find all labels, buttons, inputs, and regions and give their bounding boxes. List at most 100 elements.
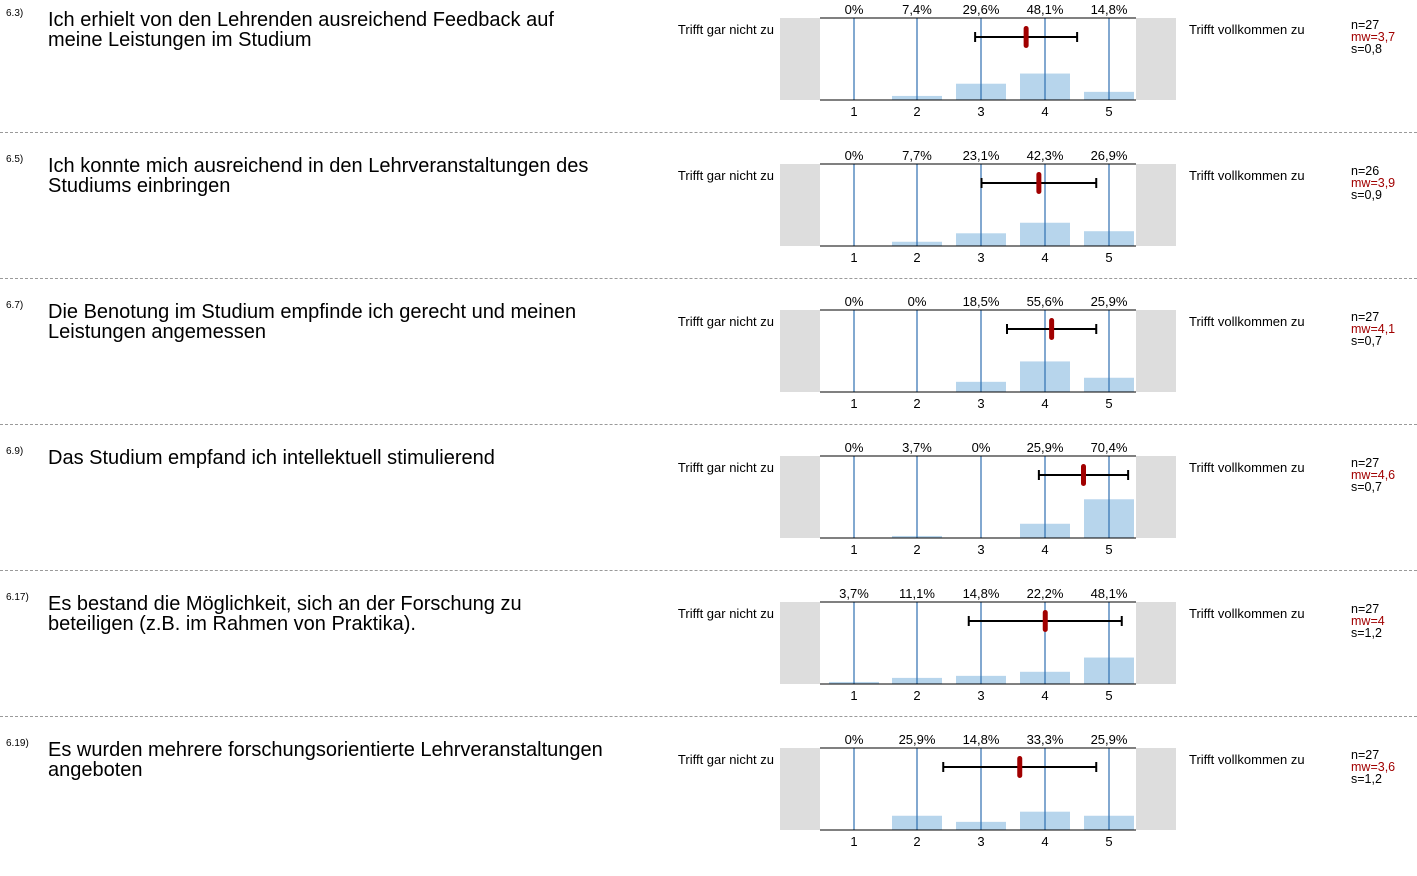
- stat-sd: s=0,7: [1351, 480, 1382, 494]
- question-text: Das Studium empfand ich intellektuell st…: [48, 447, 495, 469]
- percent-label: 3,7%: [839, 586, 869, 601]
- percent-label: 11,1%: [899, 586, 935, 601]
- right-side-panel: [1136, 164, 1176, 246]
- category-label: 4: [1041, 250, 1048, 265]
- mean-marker: [1042, 610, 1048, 632]
- category-label: 5: [1105, 688, 1112, 703]
- scale-left-label: Trifft gar nicht zu: [677, 460, 774, 475]
- stat-mean: mw=3,7: [1351, 30, 1396, 44]
- percent-label: 48,1%: [1091, 586, 1128, 601]
- percent-label: 0%: [845, 732, 864, 747]
- distribution-chart: 0% 0% 18,5% 55,6% 25,9% 1 2 3 4 5: [780, 294, 1176, 411]
- question-divider: [0, 716, 1417, 717]
- stat-sd: s=0,8: [1351, 42, 1382, 56]
- category-label: 3: [977, 834, 984, 849]
- question-number: 6.5): [6, 154, 24, 165]
- category-label: 5: [1105, 834, 1112, 849]
- distribution-chart: 0% 7,4% 29,6% 48,1% 14,8% 1 2 3 4 5: [780, 2, 1176, 119]
- percent-label: 3,7%: [902, 440, 932, 455]
- category-label: 2: [913, 104, 920, 119]
- left-side-panel: [780, 748, 820, 830]
- scale-right-label: Trifft vollkommen zu: [1189, 314, 1305, 329]
- question-text: Ich konnte mich ausreichend in den Lehrv…: [48, 155, 589, 197]
- percent-label: 29,6%: [963, 2, 1000, 17]
- percent-label: 0%: [845, 148, 864, 163]
- stat-sd: s=1,2: [1351, 772, 1382, 786]
- scale-right-label: Trifft vollkommen zu: [1189, 752, 1305, 767]
- mean-marker: [1036, 172, 1042, 194]
- question-block: 6.3) Ich erhielt von den Lehrenden ausre…: [0, 0, 1417, 146]
- percent-label: 55,6%: [1027, 294, 1064, 309]
- question-number: 6.7): [6, 300, 24, 311]
- percent-label: 18,5%: [963, 294, 1000, 309]
- question-divider: [0, 424, 1417, 425]
- stat-mean: mw=3,6: [1351, 760, 1396, 774]
- stat-mean: mw=4,1: [1351, 322, 1396, 336]
- left-side-panel: [780, 602, 820, 684]
- right-side-panel: [1136, 602, 1176, 684]
- mean-marker: [1017, 756, 1023, 778]
- percent-label: 48,1%: [1027, 2, 1064, 17]
- percent-label: 22,2%: [1027, 586, 1064, 601]
- percent-label: 14,8%: [963, 732, 1000, 747]
- category-label: 1: [850, 250, 857, 265]
- category-label: 3: [977, 542, 984, 557]
- category-label: 1: [850, 834, 857, 849]
- right-side-panel: [1136, 748, 1176, 830]
- percent-label: 23,1%: [963, 148, 1000, 163]
- percent-label: 14,8%: [963, 586, 1000, 601]
- statistics: n=27 mw=4,6 s=0,7: [1351, 457, 1396, 494]
- question-block: 6.9) Das Studium empfand ich intellektue…: [0, 438, 1417, 584]
- statistics: n=26 mw=3,9 s=0,9: [1351, 164, 1396, 202]
- statistics: n=27 mw=3,6 s=1,2: [1351, 748, 1396, 786]
- category-label: 4: [1041, 834, 1048, 849]
- category-label: 4: [1041, 104, 1048, 119]
- scale-left-label: Trifft gar nicht zu: [677, 314, 774, 329]
- category-label: 3: [977, 250, 984, 265]
- percent-label: 0%: [845, 440, 864, 455]
- category-label: 5: [1105, 542, 1112, 557]
- question-number: 6.3): [6, 8, 24, 19]
- stat-n: n=27: [1351, 748, 1380, 762]
- percent-label: 25,9%: [899, 732, 936, 747]
- question-block: 6.7) Die Benotung im Studium empfinde ic…: [0, 292, 1417, 438]
- stat-n: n=26: [1351, 164, 1380, 178]
- stat-n: n=27: [1351, 602, 1380, 616]
- percent-label: 26,9%: [1091, 148, 1128, 163]
- question-number: 6.9): [6, 446, 24, 457]
- mean-marker: [1049, 318, 1055, 340]
- distribution-chart: 0% 3,7% 0% 25,9% 70,4% 1 2 3 4 5: [780, 440, 1176, 557]
- question-block: 6.19) Es wurden mehrere forschungsorient…: [0, 730, 1417, 876]
- percent-label: 14,8%: [1091, 2, 1128, 17]
- question-number: 6.17): [6, 592, 29, 603]
- category-label: 3: [977, 688, 984, 703]
- question-block: 6.5) Ich konnte mich ausreichend in den …: [0, 146, 1417, 292]
- question-divider: [0, 570, 1417, 571]
- category-label: 5: [1105, 250, 1112, 265]
- scale-left-label: Trifft gar nicht zu: [677, 168, 774, 183]
- question-text: Ich erhielt von den Lehrenden ausreichen…: [48, 9, 554, 51]
- category-label: 1: [850, 542, 857, 557]
- stat-mean: mw=3,9: [1351, 176, 1396, 190]
- percent-label: 0%: [908, 294, 927, 309]
- percent-label: 42,3%: [1027, 148, 1064, 163]
- stat-n: n=27: [1351, 310, 1380, 324]
- scale-right-label: Trifft vollkommen zu: [1189, 168, 1305, 183]
- scale-right-label: Trifft vollkommen zu: [1189, 22, 1305, 37]
- category-label: 5: [1105, 104, 1112, 119]
- category-label: 2: [913, 834, 920, 849]
- stat-mean: mw=4,6: [1351, 468, 1396, 482]
- category-label: 1: [850, 104, 857, 119]
- statistics: n=27 mw=4,1 s=0,7: [1351, 310, 1396, 348]
- question-text: Es wurden mehrere forschungsorientierte …: [48, 739, 603, 781]
- scale-left-label: Trifft gar nicht zu: [677, 22, 774, 37]
- statistics: n=27 mw=4 s=1,2: [1351, 602, 1385, 640]
- left-side-panel: [780, 456, 820, 538]
- percent-label: 25,9%: [1091, 294, 1128, 309]
- left-side-panel: [780, 18, 820, 100]
- question-text: Es bestand die Möglichkeit, sich an der …: [48, 593, 522, 635]
- category-label: 2: [913, 688, 920, 703]
- stat-sd: s=0,9: [1351, 188, 1382, 202]
- percent-label: 0%: [972, 440, 991, 455]
- category-label: 3: [977, 104, 984, 119]
